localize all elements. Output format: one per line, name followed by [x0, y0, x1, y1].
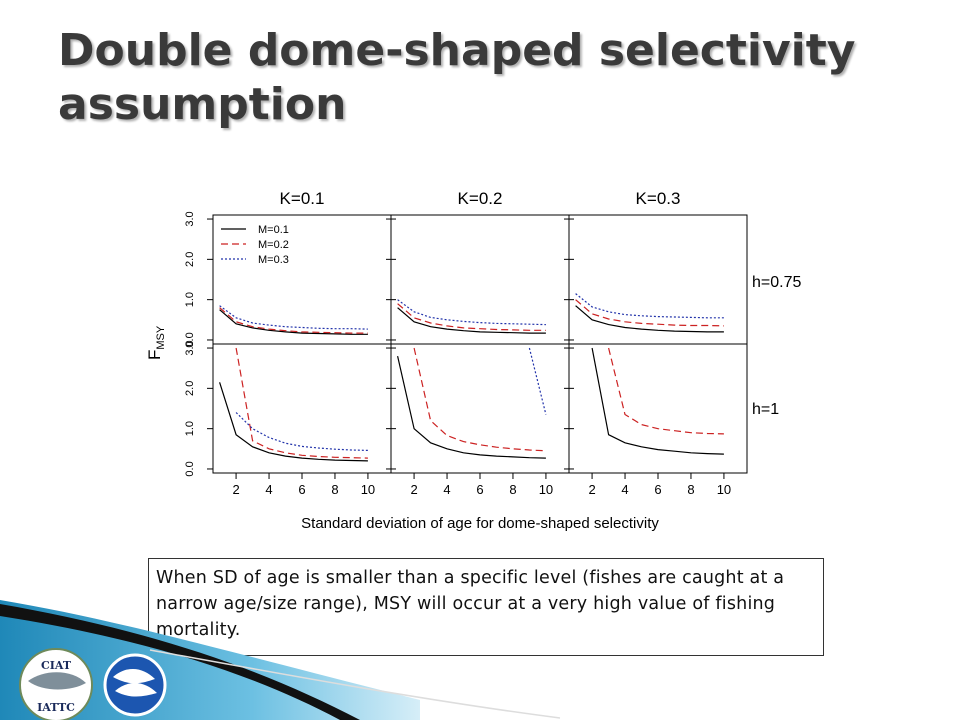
x-tick-label: 2	[588, 482, 595, 497]
x-tick-label: 6	[476, 482, 483, 497]
series-line	[608, 347, 724, 435]
y-tick-label: 0.0	[184, 461, 196, 476]
noaa-logo	[103, 653, 167, 717]
series-line	[528, 347, 547, 415]
series-line	[575, 299, 724, 327]
series-line	[591, 347, 724, 455]
x-axis-label: Standard deviation of age for dome-shape…	[301, 515, 659, 532]
legend-label: M=0.3	[258, 254, 289, 266]
x-tick-label: 2	[232, 482, 239, 497]
y-tick-label: 1.0	[184, 292, 196, 307]
x-tick-label: 8	[509, 482, 516, 497]
x-tick-label: 6	[298, 482, 305, 497]
series-line	[235, 412, 368, 451]
y-tick-label: 0.0	[184, 332, 196, 347]
column-label: K=0.2	[458, 189, 503, 208]
series-line	[219, 305, 368, 330]
panel-frame	[212, 343, 392, 474]
series-line	[235, 347, 368, 459]
series-line	[397, 299, 546, 326]
series-line	[413, 347, 546, 452]
x-tick-label: 4	[443, 482, 450, 497]
legend-label: M=0.1	[258, 224, 289, 236]
row-label: h=0.75	[752, 274, 801, 291]
ciat-iattc-logo: CIAT IATTC	[19, 648, 93, 720]
x-tick-label: 4	[621, 482, 628, 497]
x-tick-label: 10	[361, 482, 375, 497]
series-line	[397, 303, 546, 331]
series-line	[397, 355, 546, 459]
series-line	[575, 305, 724, 333]
column-label: K=0.3	[636, 189, 681, 208]
slide-title: Double dome-shaped selectivity assumptio…	[58, 25, 856, 130]
series-line	[575, 293, 724, 319]
x-tick-label: 10	[539, 482, 553, 497]
note-box: When SD of age is smaller than a specifi…	[148, 558, 824, 656]
series-line	[219, 382, 368, 462]
x-tick-label: 8	[331, 482, 338, 497]
y-tick-label: 2.0	[184, 381, 196, 396]
x-tick-label: 8	[687, 482, 694, 497]
logo-text-top: CIAT	[41, 659, 72, 672]
series-line	[219, 307, 368, 334]
y-axis-label: FMSY	[145, 325, 167, 360]
footer-swoosh	[0, 604, 360, 720]
row-label: h=1	[752, 401, 779, 418]
series-line	[219, 309, 368, 335]
x-tick-label: 2	[410, 482, 417, 497]
y-tick-label: 2.0	[184, 252, 196, 267]
y-tick-label: 3.0	[184, 211, 196, 226]
y-tick-label: 3.0	[184, 340, 196, 355]
x-tick-label: 10	[717, 482, 731, 497]
column-label: K=0.1	[280, 189, 325, 208]
logo-text-bottom: IATTC	[37, 701, 75, 714]
legend-label: M=0.2	[258, 239, 289, 251]
y-tick-label: 1.0	[184, 421, 196, 436]
footer-decoration: CIAT IATTC	[0, 600, 561, 720]
note-text: When SD of age is smaller than a specifi…	[156, 568, 785, 640]
x-tick-label: 4	[265, 482, 272, 497]
x-tick-label: 6	[654, 482, 661, 497]
series-line	[397, 307, 546, 334]
